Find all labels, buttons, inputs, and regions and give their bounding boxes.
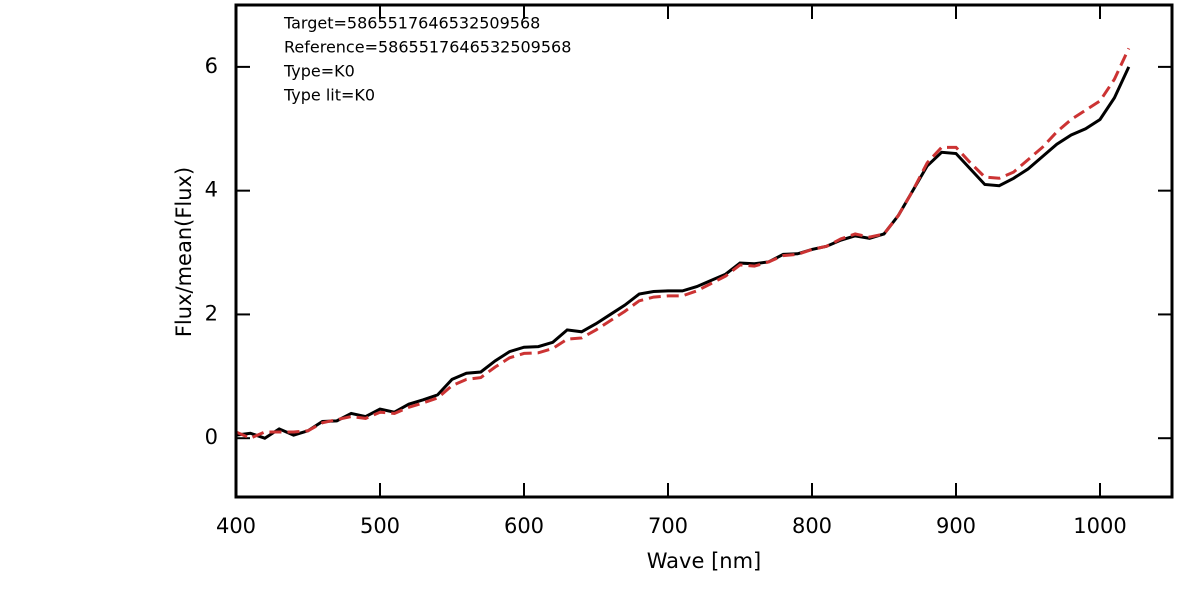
x-tick-label: 600 [504,514,544,538]
annotation: Type=K0 [283,62,355,81]
annotation: Type lit=K0 [283,86,375,105]
x-tick-label: 800 [792,514,832,538]
x-tick-label: 900 [936,514,976,538]
y-tick-label: 6 [205,54,218,78]
annotation: Target=5865517646532509568 [283,14,540,33]
y-tick-label: 0 [205,425,218,449]
y-tick-label: 4 [205,178,218,202]
x-tick-label: 500 [360,514,400,538]
x-tick-label: 400 [216,514,256,538]
x-tick-label: 1000 [1073,514,1126,538]
x-tick-label: 700 [648,514,688,538]
y-tick-label: 2 [205,301,218,325]
series-line [235,47,1131,440]
x-axis-label: Wave [nm] [647,549,761,573]
annotation: Reference=5865517646532509568 [284,38,571,57]
series-line [235,66,1131,440]
y-axis-label: Flux/mean(Flux) [172,167,196,337]
plot-frame [234,3,1174,499]
